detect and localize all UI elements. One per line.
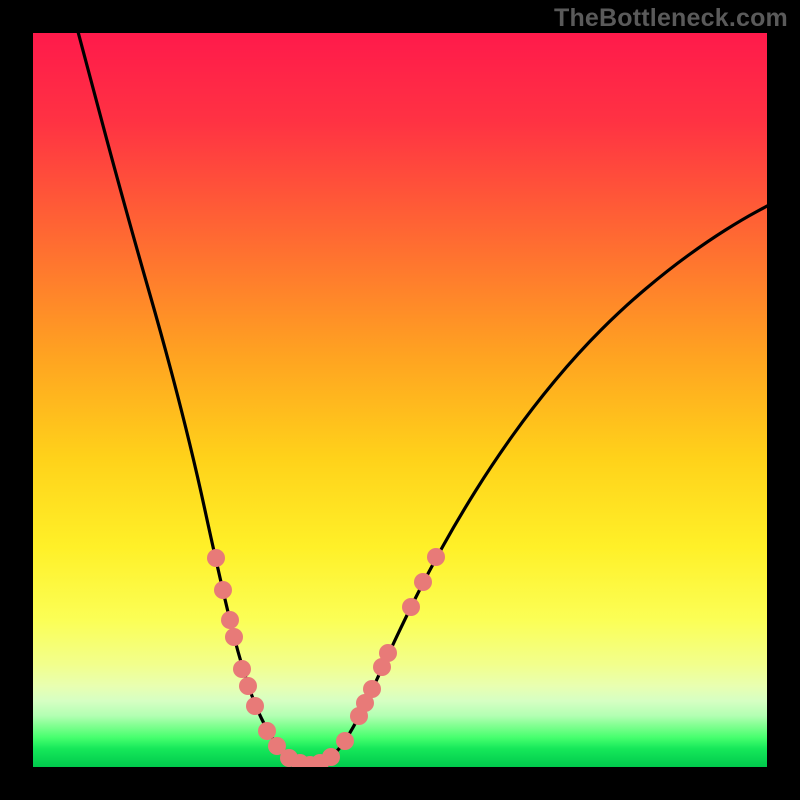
data-dot <box>233 660 251 678</box>
dots-layer <box>33 33 767 767</box>
data-dot <box>402 598 420 616</box>
watermark-text: TheBottleneck.com <box>554 4 788 33</box>
data-dot <box>363 680 381 698</box>
data-dot <box>239 677 257 695</box>
data-dot <box>427 548 445 566</box>
data-dot <box>322 748 340 766</box>
data-dot <box>379 644 397 662</box>
frame-left <box>0 0 33 800</box>
frame-right <box>767 0 800 800</box>
frame-bottom <box>0 767 800 800</box>
data-dot <box>207 549 225 567</box>
data-dot <box>414 573 432 591</box>
chart-stage: TheBottleneck.com <box>0 0 800 800</box>
data-dot <box>336 732 354 750</box>
data-dot <box>225 628 243 646</box>
data-dot <box>221 611 239 629</box>
plot-area <box>33 33 767 767</box>
data-dot <box>214 581 232 599</box>
data-dot <box>246 697 264 715</box>
